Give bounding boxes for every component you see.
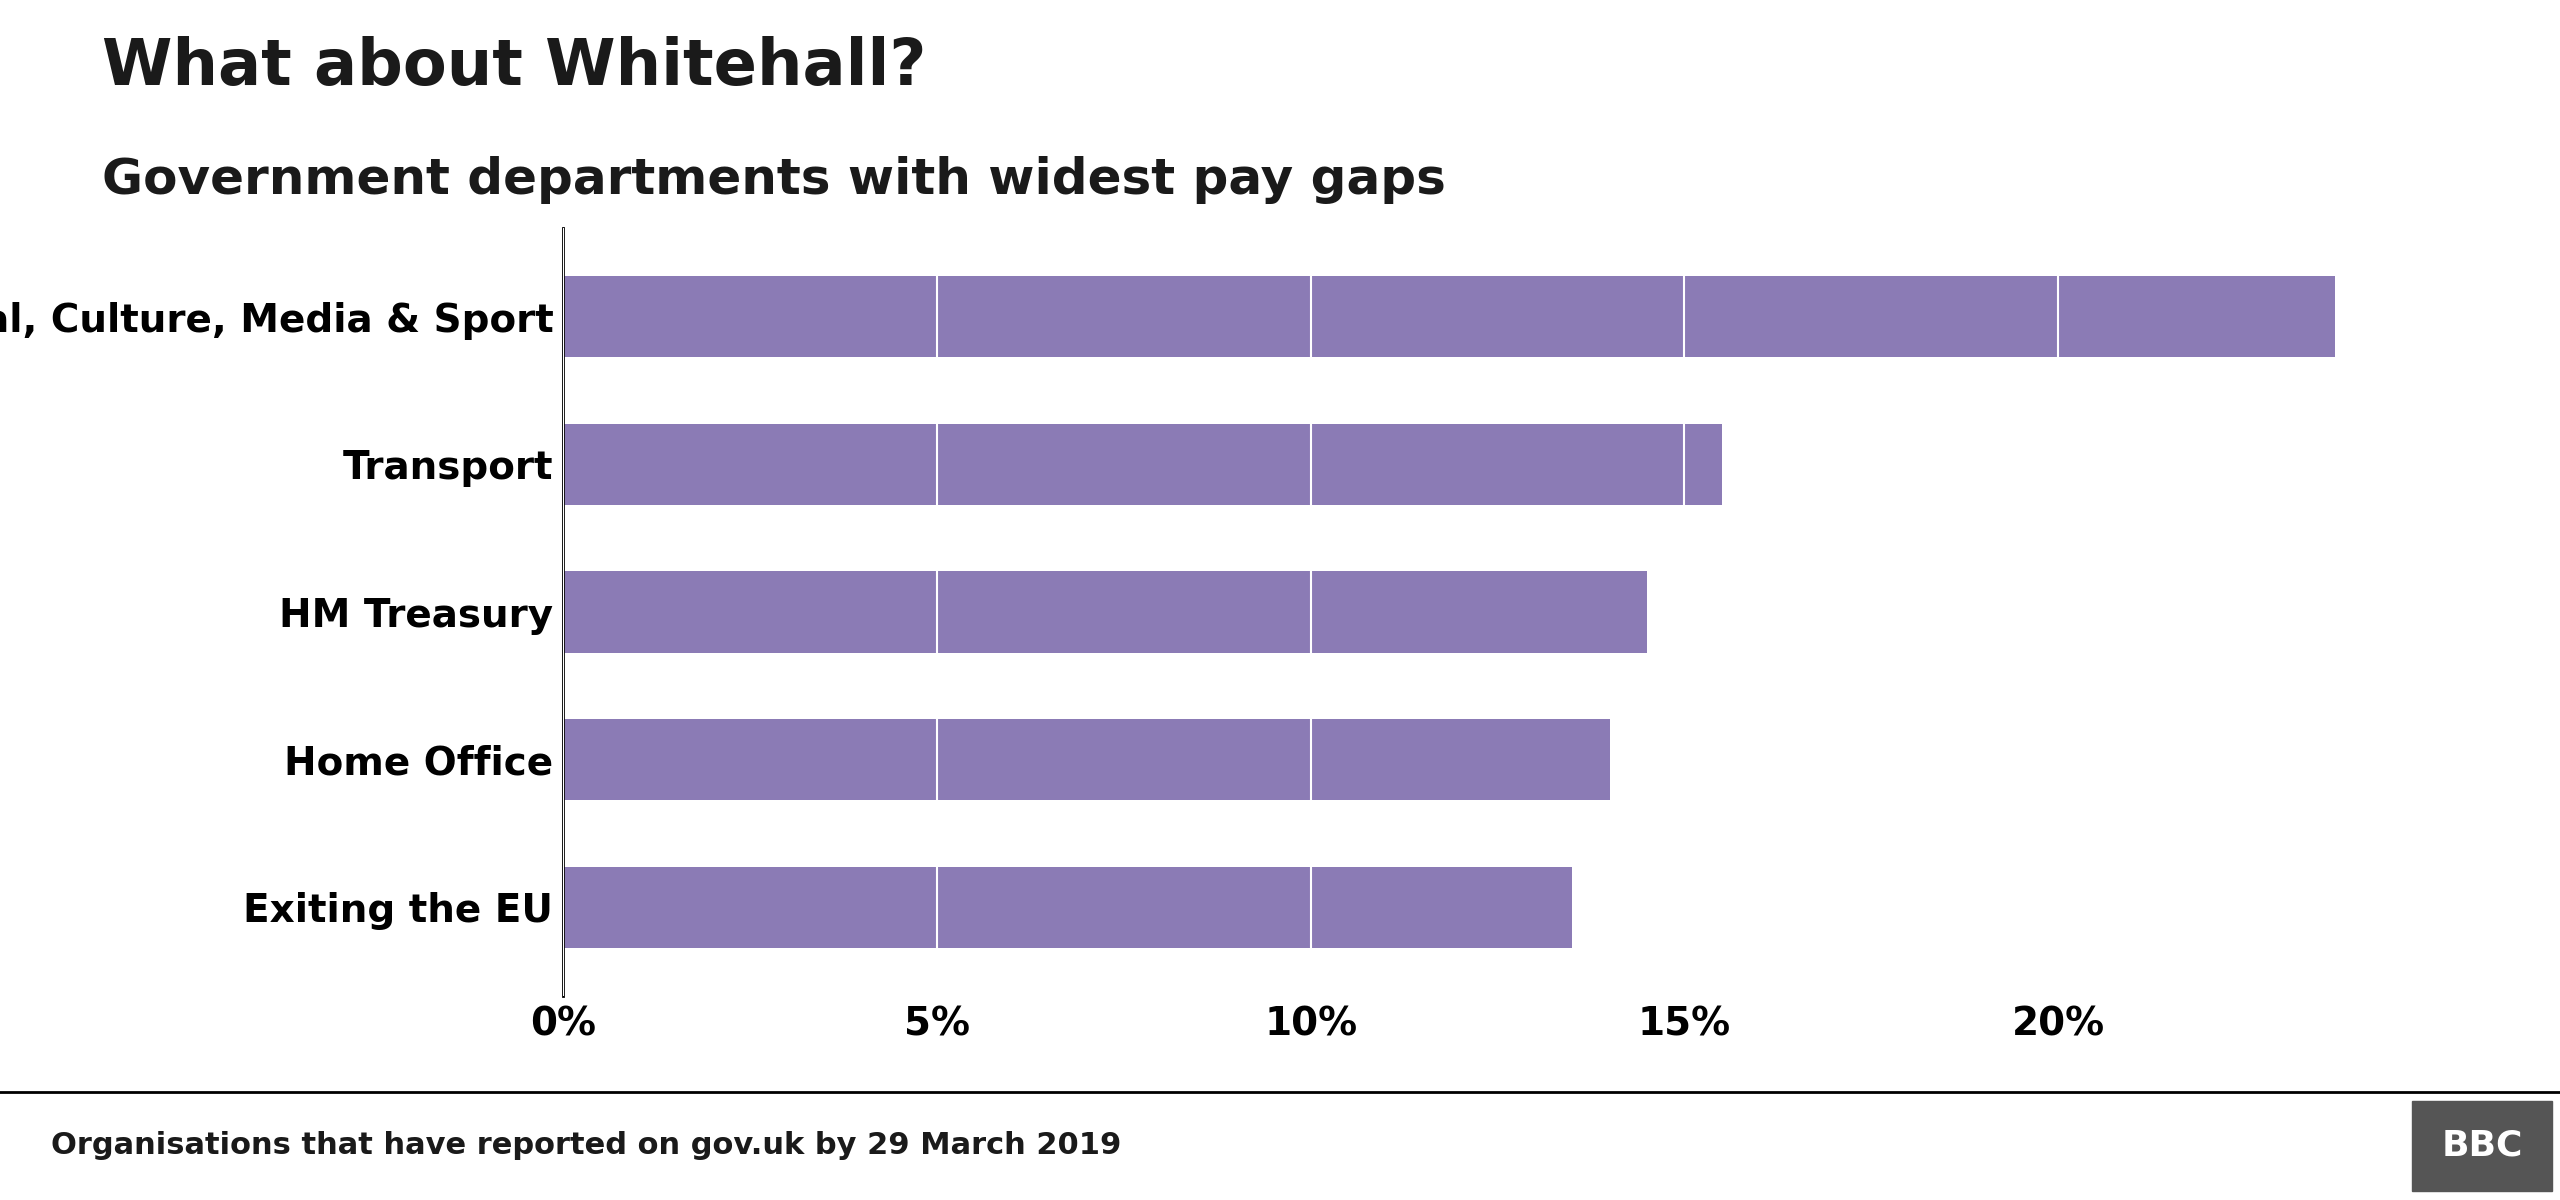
Bar (563, 424, 1723, 505)
FancyBboxPatch shape (2412, 1100, 2552, 1192)
Text: BBC: BBC (2442, 1129, 2522, 1163)
Text: Government departments with widest pay gaps: Government departments with widest pay g… (102, 156, 1446, 204)
Bar (563, 719, 1610, 800)
Bar (563, 276, 2335, 358)
Bar (563, 571, 1646, 653)
Text: Organisations that have reported on gov.uk by 29 March 2019: Organisations that have reported on gov.… (51, 1132, 1121, 1160)
Text: What about Whitehall?: What about Whitehall? (102, 36, 927, 98)
Bar (563, 866, 1572, 948)
